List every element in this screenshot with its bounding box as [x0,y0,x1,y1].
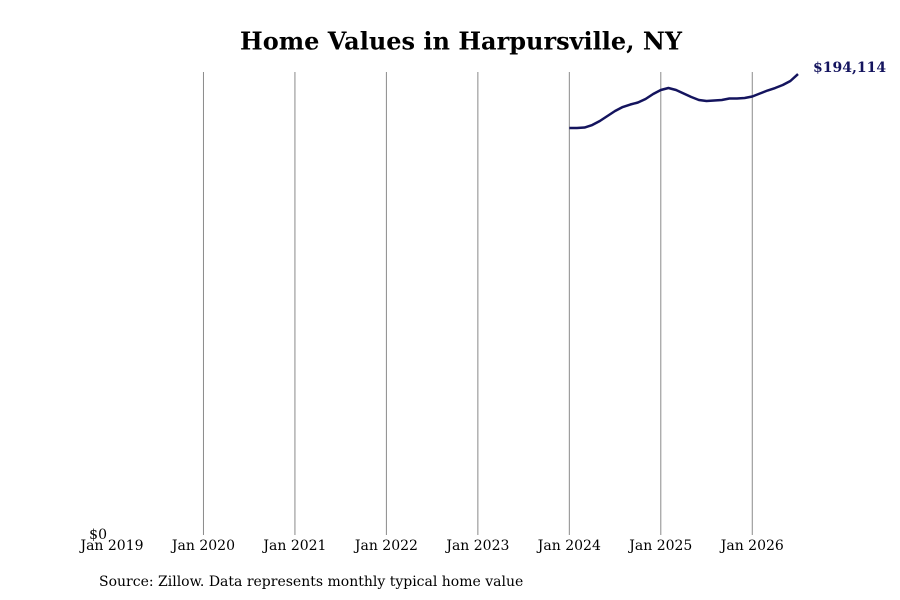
x-tick-label: Jan 2024 [536,538,601,554]
x-tick-label: Jan 2025 [627,538,692,554]
x-tick-label: Jan 2020 [170,538,235,554]
data-line [569,73,799,130]
y-tick-label: $0 [89,527,107,543]
chart-title: Home Values in Harpursville, NY [240,27,683,56]
x-tick-label: Jan 2019 [78,538,143,554]
x-tick-label: Jan 2023 [444,538,509,554]
x-tick-label: Jan 2022 [353,538,418,554]
value-label: $194,114 [813,60,886,76]
x-tick-label: Jan 2021 [261,538,326,554]
source-note: Source: Zillow. Data represents monthly … [99,574,523,590]
x-tick-label: Jan 2026 [719,538,784,554]
